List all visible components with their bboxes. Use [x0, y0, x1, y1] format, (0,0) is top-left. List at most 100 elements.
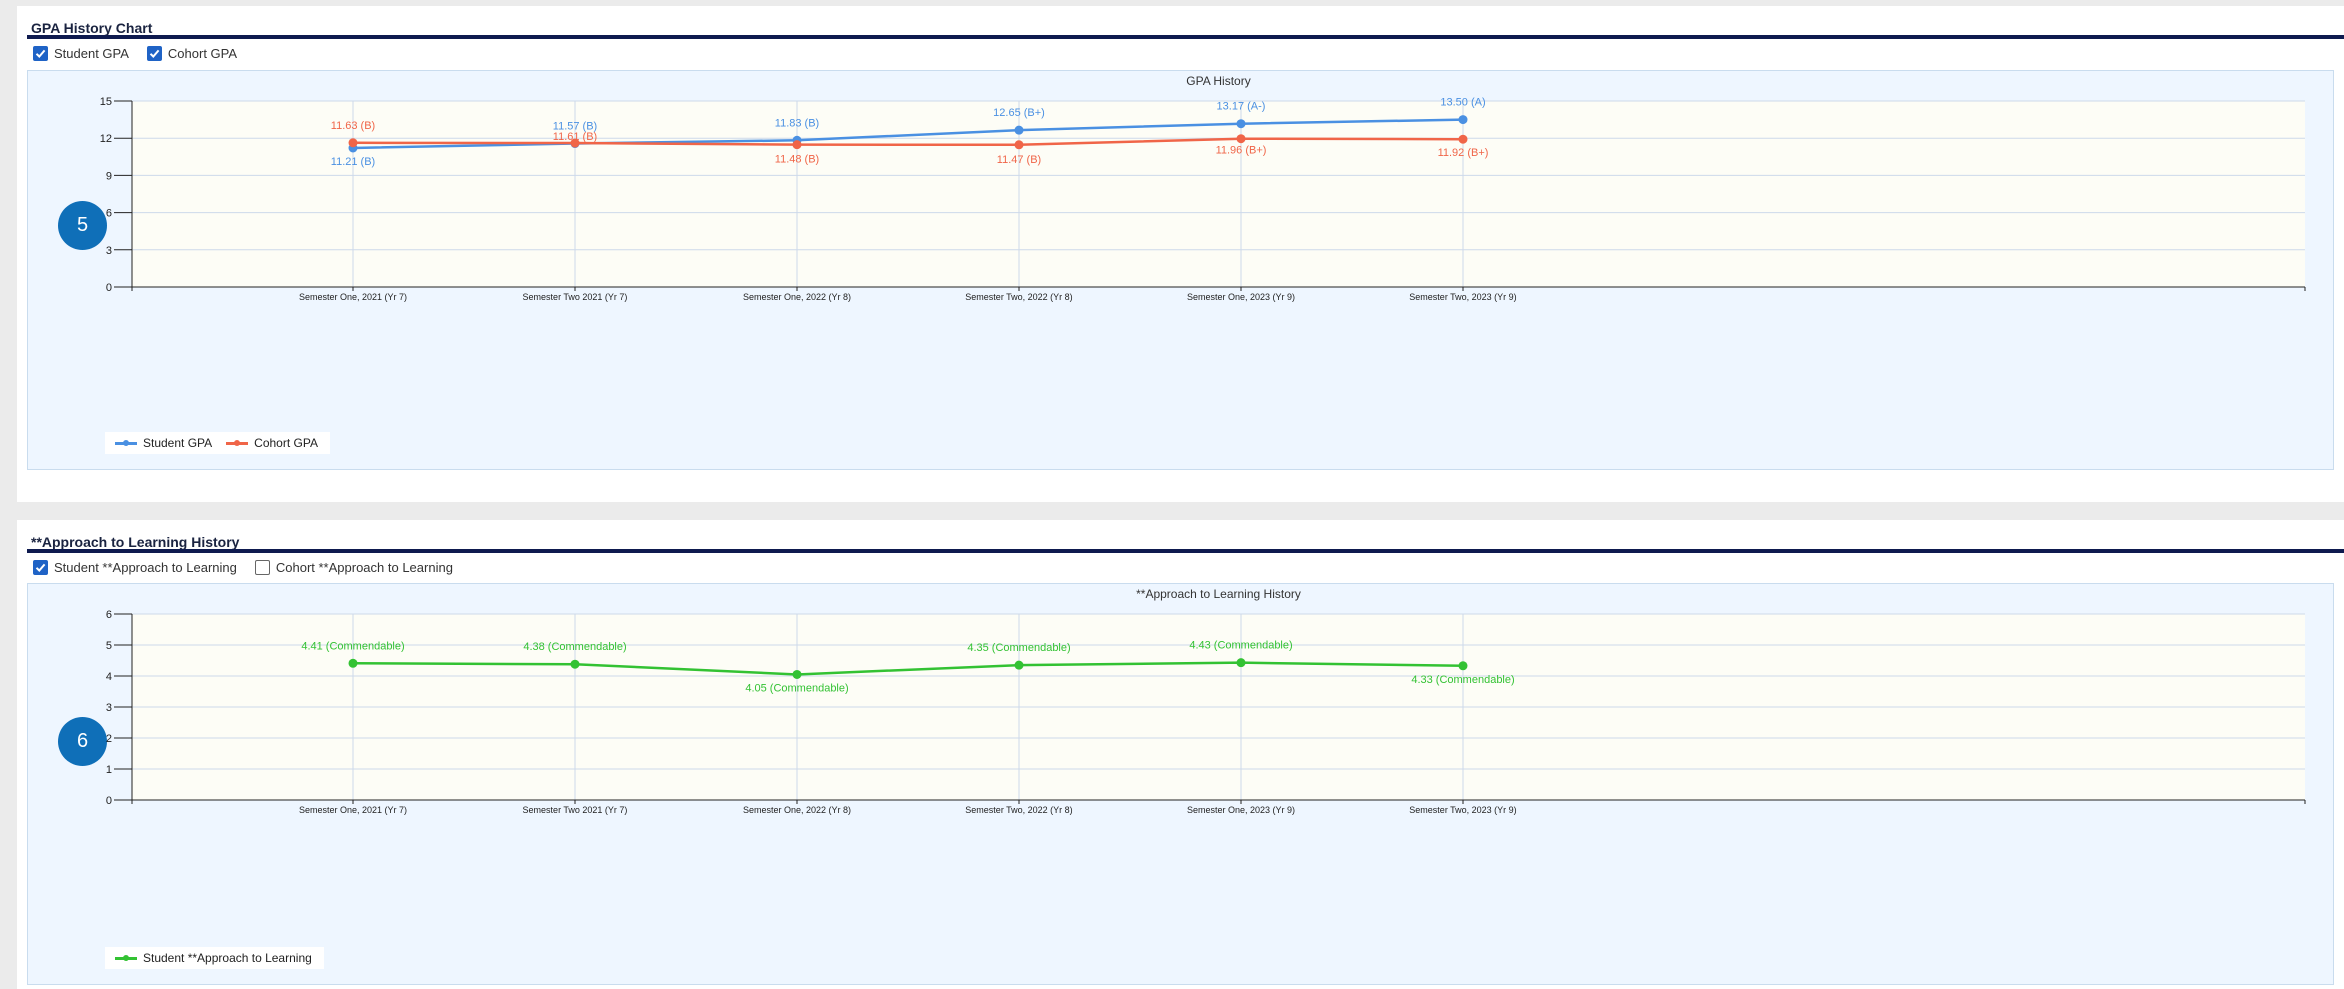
data-point [348, 658, 358, 668]
data-point [792, 669, 802, 679]
toggle-student-gpa[interactable]: Student GPA [33, 46, 129, 61]
y-tick-label: 0 [106, 282, 112, 294]
data-label: 4.38 (Commendable) [523, 641, 626, 653]
x-tick-label: Semester One, 2021 (Yr 7) [299, 805, 407, 815]
plot-area [132, 101, 2305, 287]
series-line [352, 137, 1464, 147]
chart-title: GPA History [1186, 74, 1250, 88]
data-point [1236, 658, 1246, 668]
legend-line-icon [226, 439, 249, 446]
y-tick-label: 4 [106, 671, 112, 683]
gpa-chart-container: 5 GPA History 0 3 6 9 12 15 Semester One, 2021 … [27, 70, 2334, 470]
toggle-label: Student GPA [54, 46, 129, 61]
data-label: 11.92 (B+) [1438, 147, 1489, 159]
y-tick-label: 5 [106, 640, 112, 652]
toggle-label: Student **Approach to Learning [54, 560, 237, 575]
data-point [1014, 125, 1024, 135]
checkbox-unchecked-icon[interactable] [254, 560, 270, 575]
checkbox-checked-icon[interactable] [33, 46, 48, 61]
step-number-badge: 6 [58, 717, 107, 766]
y-tick-label: 3 [106, 702, 112, 714]
series-line [352, 661, 1464, 676]
atl-history-chart: **Approach to Learning History 0 1 2 3 4 5 6 Sem… [106, 587, 2306, 815]
y-tick-label: 3 [106, 245, 112, 257]
y-tick-label: 9 [106, 170, 112, 182]
data-point [1014, 140, 1024, 150]
atl-chart-container: 6 **Approach to Learning History 0 1 2 3 4 5 6 S… [27, 583, 2334, 985]
legend-label: Cohort GPA [254, 436, 318, 450]
x-tick-label: Semester Two, 2022 (Yr 8) [965, 292, 1072, 302]
series-line [352, 118, 1464, 150]
x-tick-label: Semester Two, 2023 (Yr 9) [1409, 292, 1516, 302]
data-label: 4.41 (Commendable) [301, 640, 404, 652]
data-point [1236, 119, 1246, 129]
panel-title: GPA History Chart [31, 20, 153, 36]
x-tick-label: Semester Two, 2023 (Yr 9) [1409, 805, 1516, 815]
checkbox-checked-icon[interactable] [146, 46, 162, 61]
y-tick-label: 12 [100, 133, 112, 145]
toggle-cohort-atl[interactable]: Cohort **Approach to Learning [254, 560, 453, 575]
legend-line-icon [115, 954, 137, 961]
data-point [1236, 134, 1246, 144]
data-label: 4.33 (Commendable) [1411, 674, 1514, 686]
data-label: 13.50 (A) [1440, 97, 1485, 109]
legend-item-student-atl[interactable]: Student **Approach to Learning [115, 951, 312, 965]
toggle-student-atl[interactable]: Student **Approach to Learning [33, 560, 237, 575]
panel-divider [27, 35, 2344, 39]
data-label: 11.63 (B) [331, 120, 375, 132]
legend-item-student-gpa[interactable]: Student GPA [115, 436, 212, 450]
data-point [792, 140, 802, 150]
data-label: 11.48 (B) [775, 154, 819, 166]
y-tick-label: 2 [106, 733, 112, 745]
toggle-label: Cohort **Approach to Learning [275, 560, 453, 575]
chart-legend: Student GPA Cohort GPA [105, 432, 330, 454]
x-tick-label: Semester One, 2022 (Yr 8) [743, 292, 851, 302]
panel-title: **Approach to Learning History [31, 534, 240, 550]
data-label: 11.57 (B) [553, 121, 597, 133]
data-point [1014, 660, 1024, 670]
data-label: 12.65 (B+) [993, 107, 1045, 119]
panel-divider [27, 549, 2344, 553]
legend-label: Student GPA [143, 436, 213, 450]
gpa-history-panel: GPA History Chart Student GPA Cohort GPA… [17, 6, 2344, 502]
data-point [570, 659, 580, 669]
data-label: 11.83 (B) [775, 117, 819, 129]
step-number-badge: 5 [58, 201, 107, 250]
data-label: 11.61 (B) [553, 131, 597, 143]
data-label: 13.17 (A-) [1217, 101, 1266, 113]
x-tick-label: Semester Two 2021 (Yr 7) [523, 805, 628, 815]
chart-title: **Approach to Learning History [1136, 587, 1301, 601]
x-tick-label: Semester One, 2023 (Yr 9) [1187, 292, 1295, 302]
data-label: 11.21 (B) [331, 156, 375, 168]
toggle-label: Cohort GPA [167, 46, 238, 61]
data-label: 4.05 (Commendable) [745, 682, 848, 694]
data-point [570, 138, 580, 148]
data-label: 11.96 (B+) [1216, 145, 1267, 157]
legend-item-cohort-gpa[interactable]: Cohort GPA [226, 436, 318, 450]
checkbox-checked-icon[interactable] [33, 560, 48, 575]
chart-legend: Student **Approach to Learning [105, 947, 324, 969]
gpa-history-chart: GPA History 0 3 6 9 12 15 Semester One, 2021 (Y… [100, 74, 2306, 302]
x-tick-label: Semester Two 2021 (Yr 7) [523, 292, 628, 302]
series-toggles: Student GPA Cohort GPA [33, 46, 237, 61]
legend-line-icon [115, 439, 137, 446]
y-tick-label: 6 [106, 208, 112, 220]
y-tick-label: 6 [106, 609, 112, 621]
y-tick-label: 0 [106, 795, 112, 807]
data-point [1458, 134, 1468, 144]
x-tick-label: Semester One, 2022 (Yr 8) [743, 805, 851, 815]
series-toggles: Student **Approach to Learning Cohort **… [33, 560, 453, 575]
approach-to-learning-panel: **Approach to Learning History Student *… [17, 520, 2344, 989]
toggle-cohort-gpa[interactable]: Cohort GPA [146, 46, 238, 61]
data-label: 11.47 (B) [997, 154, 1041, 166]
x-tick-label: Semester One, 2023 (Yr 9) [1187, 805, 1295, 815]
data-point [1458, 115, 1468, 125]
data-label: 4.43 (Commendable) [1189, 640, 1292, 652]
legend-label: Student **Approach to Learning [143, 951, 312, 965]
data-point [348, 138, 358, 148]
y-tick-label: 1 [106, 764, 112, 776]
data-point [1458, 661, 1468, 671]
y-tick-label: 15 [100, 96, 112, 108]
x-tick-label: Semester One, 2021 (Yr 7) [299, 292, 407, 302]
data-label: 4.35 (Commendable) [967, 642, 1070, 654]
